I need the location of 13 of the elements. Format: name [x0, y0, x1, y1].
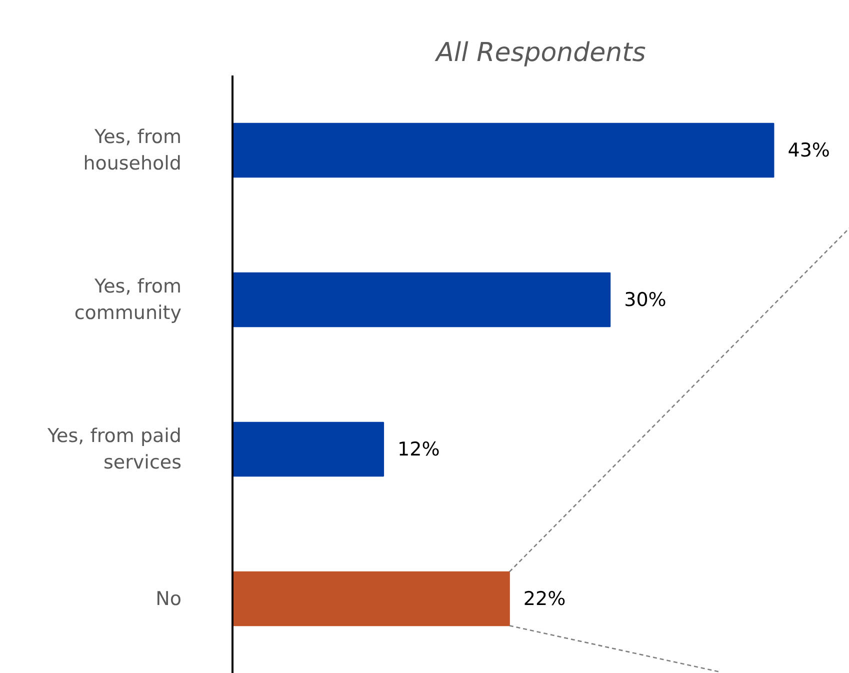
bar [232, 272, 611, 328]
y-tick-label: Yes, from community [74, 276, 182, 324]
data-label: 22% [523, 588, 566, 610]
bar [232, 422, 384, 477]
y-tick-label: Yes, from paid services [46, 425, 182, 474]
chart-title: All Respondents [434, 38, 646, 68]
bar [232, 122, 774, 178]
y-tick-label: Yes, from household [83, 126, 182, 174]
bar [232, 571, 510, 626]
data-label: 30% [624, 288, 666, 311]
y-tick-label: No [156, 588, 182, 610]
data-label: 43% [788, 139, 830, 162]
data-label: 12% [398, 438, 440, 460]
